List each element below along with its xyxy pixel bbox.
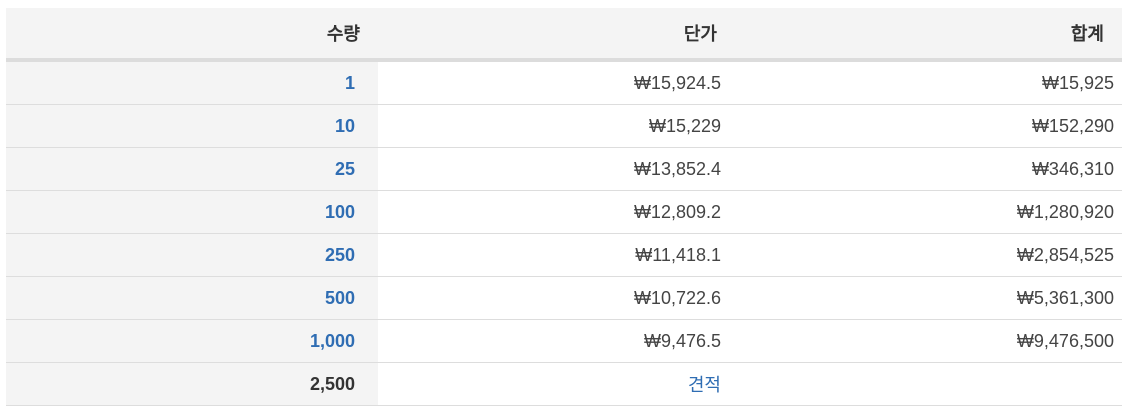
quote-cell: 견적 xyxy=(378,362,735,406)
table-row: 1 ₩15,924.5 ₩15,925 xyxy=(6,60,1122,105)
quantity-cell[interactable]: 1 xyxy=(6,60,378,105)
total-cell: ₩346,310 xyxy=(735,147,1122,191)
quantity-cell[interactable]: 500 xyxy=(6,276,378,320)
total-cell: ₩1,280,920 xyxy=(735,190,1122,234)
quantity-cell[interactable]: 250 xyxy=(6,233,378,277)
quantity-cell[interactable]: 25 xyxy=(6,147,378,191)
table-row: 25 ₩13,852.4 ₩346,310 xyxy=(6,147,1122,191)
header-quantity: 수량 xyxy=(6,8,378,62)
total-cell: ₩15,925 xyxy=(735,60,1122,105)
header-row: 수량 단가 합계 xyxy=(6,8,1122,62)
quote-row: 2,500 견적 xyxy=(6,362,1122,406)
unit-price-cell: ₩12,809.2 xyxy=(378,190,735,234)
unit-price-cell: ₩11,418.1 xyxy=(378,233,735,277)
quantity-cell[interactable]: 100 xyxy=(6,190,378,234)
total-cell: ₩9,476,500 xyxy=(735,319,1122,363)
quantity-cell[interactable]: 10 xyxy=(6,104,378,148)
price-break-table-container: 수량 단가 합계 1 ₩15,924.5 ₩15,925 10 ₩15,229 … xyxy=(6,8,1122,406)
price-break-table: 수량 단가 합계 1 ₩15,924.5 ₩15,925 10 ₩15,229 … xyxy=(6,8,1122,406)
unit-price-cell: ₩10,722.6 xyxy=(378,276,735,320)
unit-price-cell: ₩15,924.5 xyxy=(378,60,735,105)
total-cell: ₩5,361,300 xyxy=(735,276,1122,320)
table-body: 1 ₩15,924.5 ₩15,925 10 ₩15,229 ₩152,290 … xyxy=(6,60,1122,406)
quantity-cell: 2,500 xyxy=(6,362,378,406)
quantity-cell[interactable]: 1,000 xyxy=(6,319,378,363)
table-row: 1,000 ₩9,476.5 ₩9,476,500 xyxy=(6,319,1122,363)
empty-total-cell xyxy=(735,362,1122,406)
unit-price-cell: ₩9,476.5 xyxy=(378,319,735,363)
table-row: 100 ₩12,809.2 ₩1,280,920 xyxy=(6,190,1122,234)
unit-price-cell: ₩13,852.4 xyxy=(378,147,735,191)
request-quote-link[interactable]: 견적 xyxy=(687,375,721,396)
table-row: 500 ₩10,722.6 ₩5,361,300 xyxy=(6,276,1122,320)
unit-price-cell: ₩15,229 xyxy=(378,104,735,148)
table-row: 250 ₩11,418.1 ₩2,854,525 xyxy=(6,233,1122,277)
header-unit-price: 단가 xyxy=(378,8,735,62)
total-cell: ₩152,290 xyxy=(735,104,1122,148)
header-total: 합계 xyxy=(735,8,1122,62)
table-header: 수량 단가 합계 xyxy=(6,8,1122,62)
total-cell: ₩2,854,525 xyxy=(735,233,1122,277)
table-row: 10 ₩15,229 ₩152,290 xyxy=(6,104,1122,148)
